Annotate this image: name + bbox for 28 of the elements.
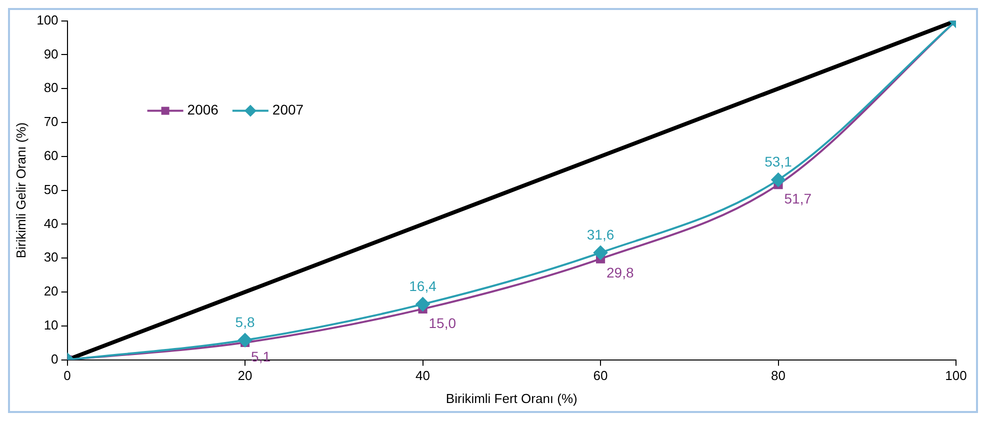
x-tick-label: 60 (593, 368, 608, 384)
data-label: 53,1 (764, 154, 792, 170)
y-tick-label: 100 (36, 12, 58, 28)
x-tick-label: 20 (238, 368, 252, 384)
data-label: 16,4 (409, 278, 437, 294)
y-tick-label: 50 (44, 182, 58, 197)
y-tick-label: 40 (44, 216, 58, 231)
data-label: 5,8 (235, 314, 255, 330)
y-tick-label: 80 (44, 80, 58, 96)
x-tick-label: 100 (945, 368, 967, 384)
data-label: 29,8 (606, 264, 634, 281)
y-tick-label: 60 (44, 148, 58, 163)
x-tick-label: 80 (771, 368, 786, 384)
data-label: 15,0 (428, 314, 456, 331)
data-label: 51,7 (784, 190, 812, 206)
y-tick-label: 90 (44, 46, 58, 62)
legend-label: 2007 (272, 102, 304, 118)
legend-label: 2006 (187, 102, 219, 118)
y-tick-label: 70 (44, 114, 58, 130)
y-tick-label: 10 (44, 317, 58, 332)
y-axis-title: Birikimli Gelir Oranı (%) (13, 122, 28, 258)
x-axis-title: Birikimli Fert Oranı (%) (446, 390, 578, 406)
x-tick-label: 0 (64, 368, 71, 384)
data-label: 31,6 (586, 226, 614, 243)
x-tick-label: 40 (416, 368, 430, 384)
y-tick-label: 0 (51, 351, 58, 366)
y-tick-label: 30 (44, 250, 58, 265)
y-tick-label: 20 (44, 284, 58, 299)
